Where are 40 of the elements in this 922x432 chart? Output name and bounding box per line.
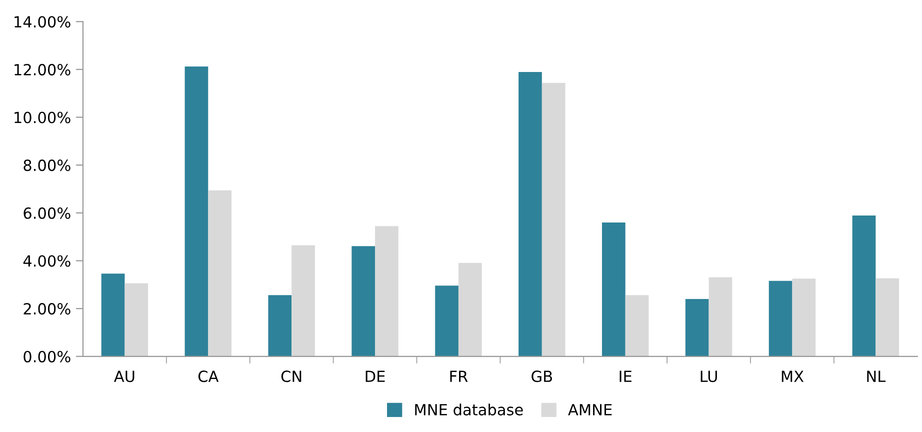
x-tick-label: DE: [366, 370, 385, 382]
x-tick-label: CN: [281, 370, 302, 382]
y-tick-label: 14.00%: [14, 16, 70, 28]
x-tick-label: LU: [700, 370, 717, 382]
x-tick-label: CA: [198, 370, 219, 382]
bar: [685, 299, 709, 356]
x-tick-label: FR: [450, 370, 468, 382]
bar: [435, 286, 458, 356]
bar: [602, 222, 626, 356]
x-tick-label: IE: [620, 370, 632, 382]
bar: [124, 283, 148, 356]
bar: [768, 280, 792, 356]
bar: [518, 72, 542, 356]
y-tick-label: 10.00%: [14, 112, 70, 124]
x-tick-label: GB: [532, 370, 552, 382]
bar: [184, 66, 208, 356]
bar: [852, 216, 876, 356]
bar: [101, 274, 125, 356]
y-tick-label: 0.00%: [24, 350, 70, 362]
legend-label: MNE database: [415, 404, 523, 416]
y-tick-label: 12.00%: [14, 64, 70, 76]
y-tick-label: 8.00%: [24, 160, 70, 172]
bar: [268, 295, 292, 356]
bar: [208, 190, 232, 356]
y-tick-label: 6.00%: [24, 207, 70, 219]
bar: [625, 295, 649, 356]
bar: [876, 278, 900, 356]
bar: [352, 246, 376, 356]
y-tick-label: 2.00%: [24, 303, 70, 315]
bar: [458, 262, 482, 356]
x-tick-label: AU: [114, 370, 134, 382]
bar: [292, 245, 315, 356]
bar: [708, 277, 732, 356]
bar: [375, 226, 398, 356]
y-tick-label: 4.00%: [23, 255, 70, 267]
bar: [792, 278, 816, 356]
bar: [542, 82, 566, 356]
legend-label: AMNE: [568, 404, 612, 416]
x-tick-label: NL: [867, 370, 886, 382]
x-tick-label: MX: [782, 370, 804, 382]
